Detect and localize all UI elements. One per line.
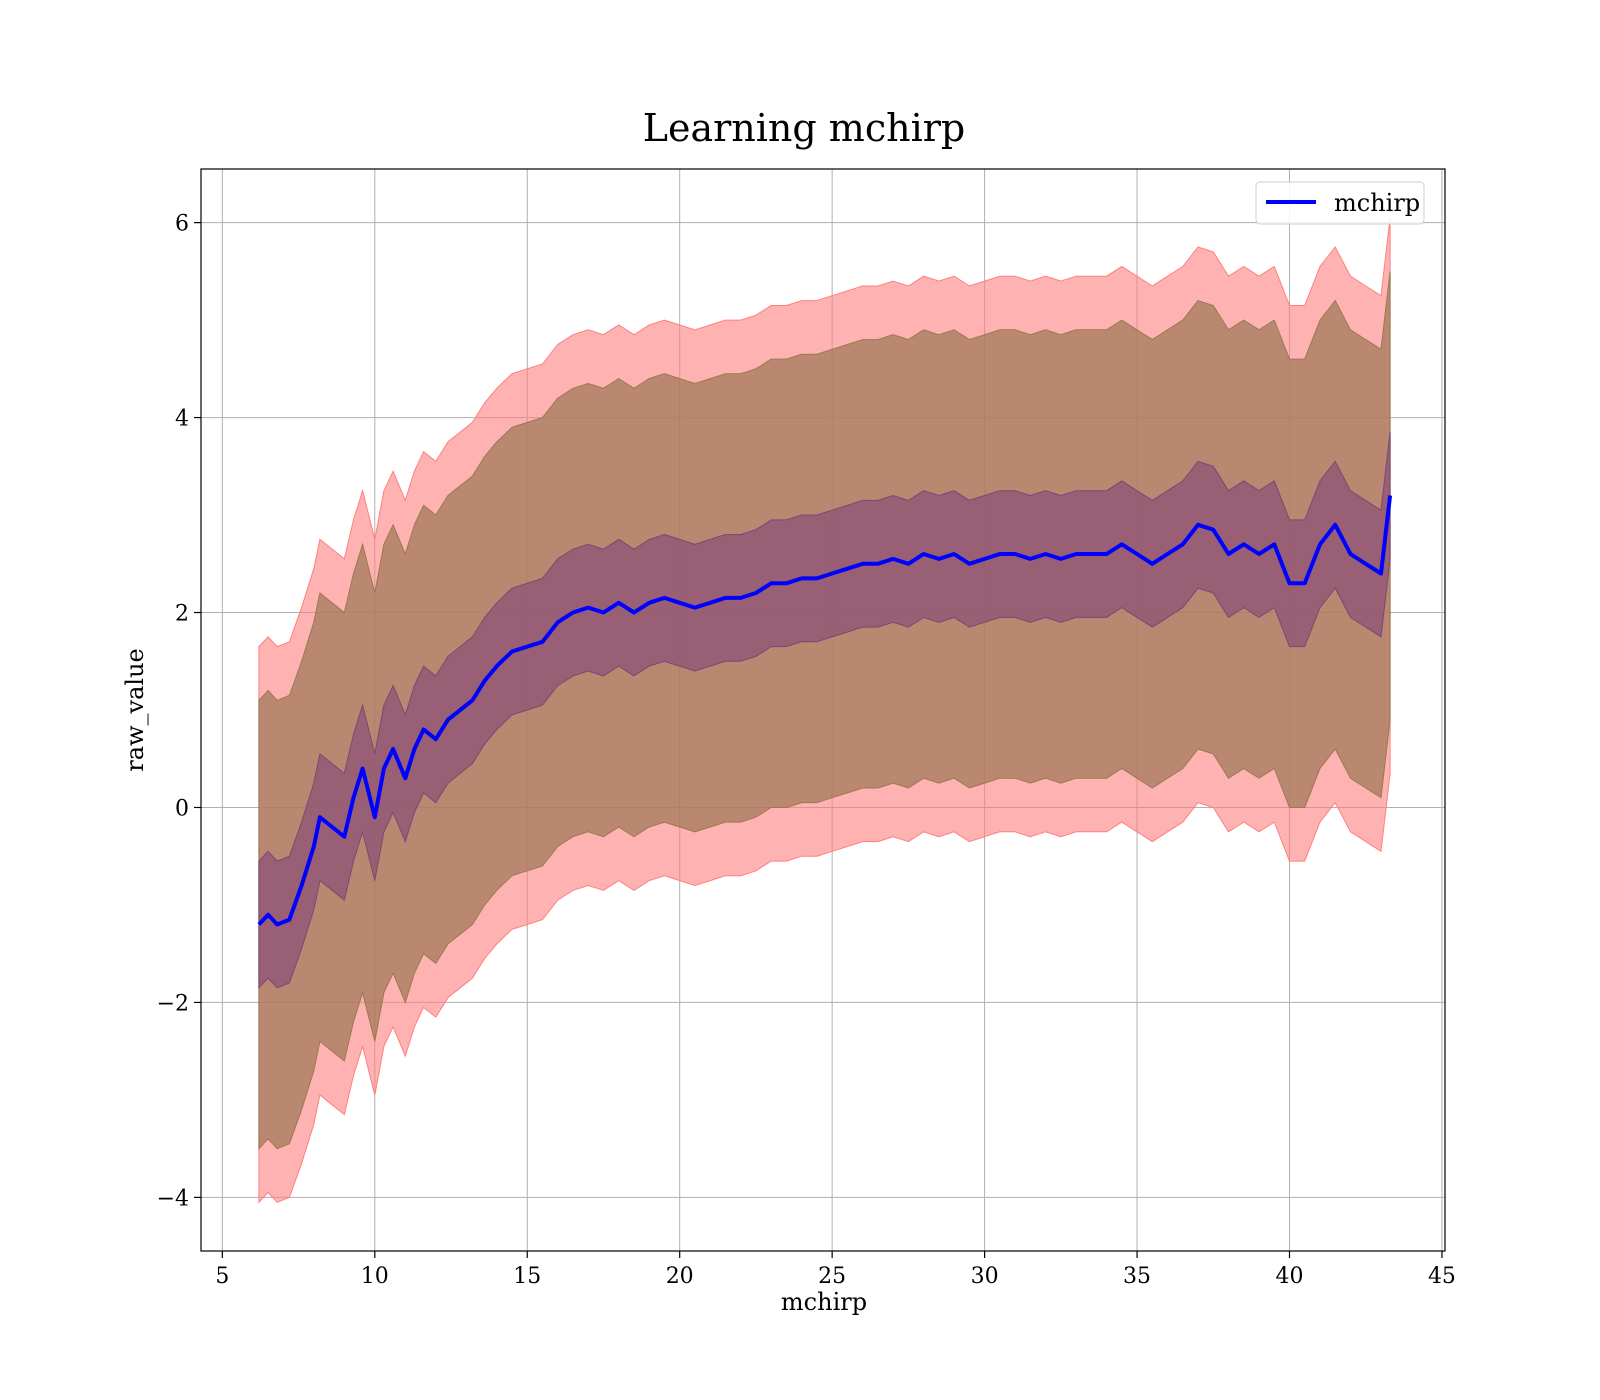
y-tick-label: 0 bbox=[175, 796, 189, 821]
y-axis-ticks: −4 −2 0 2 4 6 bbox=[157, 212, 201, 1211]
x-tick-label: 45 bbox=[1428, 1264, 1456, 1289]
y-tick-label: 4 bbox=[175, 407, 189, 432]
legend-box bbox=[1255, 181, 1425, 225]
x-tick-label: 30 bbox=[971, 1264, 999, 1289]
legend: mchirp bbox=[1255, 181, 1425, 225]
y-tick-label: 2 bbox=[175, 602, 189, 627]
confidence-bands bbox=[258, 217, 1391, 1204]
chart-title: Learning mchirp bbox=[643, 106, 965, 150]
x-tick-label: 40 bbox=[1276, 1264, 1304, 1289]
x-axis-label: mchirp bbox=[781, 1288, 867, 1316]
x-tick-label: 35 bbox=[1123, 1264, 1151, 1289]
legend-label: mchirp bbox=[1334, 189, 1420, 217]
x-axis-ticks: 5 10 15 20 25 30 35 40 45 bbox=[215, 1251, 1456, 1289]
y-axis-label: raw_value bbox=[121, 648, 149, 772]
x-tick-label: 20 bbox=[666, 1264, 694, 1289]
y-tick-label: −2 bbox=[157, 991, 189, 1016]
inner-band bbox=[258, 432, 1391, 990]
plot-frame bbox=[200, 168, 1446, 1252]
series-line-mchirp bbox=[257, 495, 1393, 927]
x-tick-label: 15 bbox=[513, 1264, 541, 1289]
y-tick-label: 6 bbox=[175, 212, 189, 237]
y-tick-label: −4 bbox=[157, 1186, 189, 1211]
x-tick-label: 25 bbox=[818, 1264, 846, 1289]
series-lines bbox=[257, 495, 1393, 927]
x-tick-label: 10 bbox=[361, 1264, 389, 1289]
x-tick-label: 5 bbox=[215, 1264, 229, 1289]
